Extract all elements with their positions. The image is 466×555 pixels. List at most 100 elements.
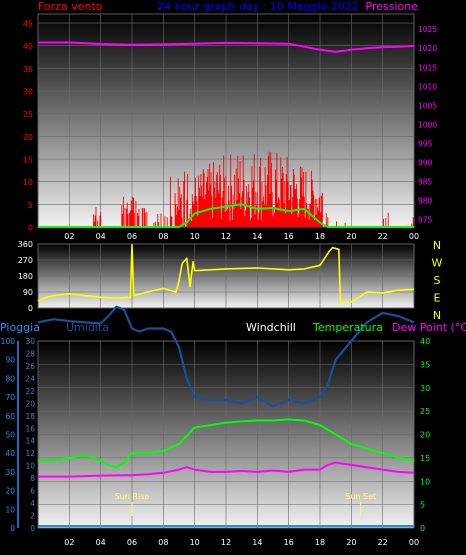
- temperature-right-ticks: 0 5 10 15 20 25 30 35 40: [420, 337, 430, 533]
- pioggia-tick-label: 20: [5, 487, 15, 496]
- umidita-legend: Umidita: [66, 321, 109, 334]
- temperature-x-tick-label: 08: [158, 538, 168, 547]
- direction-tick-label: 90: [23, 288, 33, 297]
- pioggia-legend: Pioggia: [0, 321, 40, 334]
- compass-label: N: [433, 309, 441, 322]
- pioggia-tick-label: 60: [5, 412, 15, 421]
- sunset-label: Sun Set: [345, 492, 376, 501]
- wind-x-tick-label: 22: [378, 232, 388, 241]
- pressure-line: [38, 41, 415, 53]
- umidita-tick-label: 6: [30, 487, 35, 496]
- wind-marks: [38, 41, 415, 228]
- pioggia-tick-label: 70: [5, 393, 15, 402]
- compass-label: W: [432, 257, 443, 270]
- wind-x-tick-label: 08: [158, 232, 168, 241]
- wind-average-line: [38, 203, 414, 228]
- pioggia-tick-label: 100: [1, 337, 16, 346]
- wind-x-tick-label: 00: [409, 232, 419, 241]
- wind-x-tick-label: 12: [221, 232, 231, 241]
- wind-tick-label: 35: [23, 65, 33, 74]
- wind-tick-label: 30: [23, 88, 33, 97]
- umidita-tick-label: 2: [30, 512, 35, 521]
- wind-x-ticks: 02 04 06 08 10 12 14 16 18 20 22 00: [64, 232, 419, 241]
- pioggia-tick-label: 10: [5, 505, 15, 514]
- temperature-tick-label: 10: [420, 477, 430, 486]
- umidita-tick-label: 0: [30, 524, 35, 533]
- temperature-x-tick-label: 22: [378, 538, 388, 547]
- temperature-x-tick-label: 12: [221, 538, 231, 547]
- pressure-tick-label: 1015: [418, 63, 437, 72]
- temperature-grid: [38, 340, 415, 529]
- wind-x-tick-label: 20: [346, 232, 356, 241]
- wind-x-tick-label: 10: [190, 232, 200, 241]
- wind-tick-label: 20: [23, 133, 33, 142]
- temperatura-legend: Temperatura: [312, 321, 383, 334]
- umidita-tick-label: 14: [25, 437, 35, 446]
- wind-tick-label: 15: [23, 156, 33, 165]
- umidita-tick-label: 4: [30, 499, 35, 508]
- windchill-legend: Windchill: [246, 321, 296, 334]
- temperature-x-tick-label: 02: [64, 538, 74, 547]
- temperature-tick-label: 35: [420, 360, 430, 369]
- wind-tick-label: 45: [23, 20, 33, 29]
- umidita-tick-label: 8: [30, 474, 35, 483]
- temperature-x-tick-label: 16: [284, 538, 294, 547]
- temperature-tick-label: 25: [420, 407, 430, 416]
- pioggia-tick-label: 0: [10, 524, 15, 533]
- umidita-tick-label: 26: [25, 362, 35, 371]
- temperature-tick-label: 40: [420, 337, 430, 346]
- direction-tick-label: 270: [18, 256, 33, 265]
- pressure-tick-label: 1025: [418, 25, 437, 34]
- direction-line: [37, 244, 415, 304]
- compass-label: S: [434, 274, 441, 287]
- temperature-tick-label: 30: [420, 384, 430, 393]
- temperature-tick-label: 20: [420, 431, 430, 440]
- wind-x-tick-label: 14: [252, 232, 262, 241]
- pioggia-tick-label: 90: [5, 356, 15, 365]
- temperatura-line: [38, 418, 415, 469]
- pioggia-ticks: 0 10 20 30 40 50 60 70 80 90 100: [1, 337, 19, 533]
- temperature-x-tick-label: 14: [252, 538, 262, 547]
- pressure-right-ticks: 975 980 985 990 995 1000 1005 1010 1015 1020 1025: [418, 25, 437, 224]
- sunrise-label: Sun Rise: [115, 492, 150, 501]
- pressure-tick-label: 980: [418, 196, 433, 205]
- temperature-x-tick-label: 04: [96, 538, 106, 547]
- pressure-tick-label: 975: [418, 215, 433, 224]
- direction-tick-label: 180: [18, 272, 33, 281]
- umidita-tick-label: 20: [25, 399, 35, 408]
- wind-tick-label: 40: [23, 42, 33, 51]
- umidita-tick-label: 24: [25, 374, 35, 383]
- umidita-tick-label: 28: [25, 349, 35, 358]
- dewpoint-legend: Dew Point (°C): [392, 321, 466, 334]
- wind-axis-label: Forza vento: [38, 0, 103, 13]
- wind-chart-title: 24 hour graph day : 10 Maggio 2022: [157, 0, 359, 13]
- sun-markers: Sun Rise Sun Set: [115, 492, 376, 516]
- direction-marks: [37, 244, 415, 304]
- pioggia-tick-label: 80: [5, 374, 15, 383]
- wind-tick-label: 5: [28, 201, 33, 210]
- pioggia-tick-label: 50: [5, 431, 15, 440]
- temperature-tick-label: 15: [420, 454, 430, 463]
- compass-label: N: [433, 239, 441, 252]
- direction-tick-label: 0: [28, 304, 33, 313]
- temperature-tick-label: 0: [420, 524, 425, 533]
- pressure-tick-label: 1000: [418, 120, 437, 129]
- temperature-x-tick-label: 06: [127, 538, 137, 547]
- wind-x-tick-label: 06: [127, 232, 137, 241]
- umidita-tick-label: 22: [25, 387, 35, 396]
- wind-tick-label: 10: [23, 178, 33, 187]
- pressure-tick-label: 995: [418, 139, 433, 148]
- pressure-tick-label: 985: [418, 177, 433, 186]
- direction-left-ticks: 0 90 180 270 360: [18, 240, 33, 313]
- temperature-x-tick-label: 20: [346, 538, 356, 547]
- temperature-x-tick-label: 00: [409, 538, 419, 547]
- umidita-tick-label: 12: [25, 449, 35, 458]
- pressure-tick-label: 990: [418, 158, 433, 167]
- umidita-tick-label: 30: [25, 337, 35, 346]
- pressure-tick-label: 1020: [418, 44, 437, 53]
- wind-left-ticks: 0 5 10 15 20 25 30 35 40 45: [23, 20, 33, 233]
